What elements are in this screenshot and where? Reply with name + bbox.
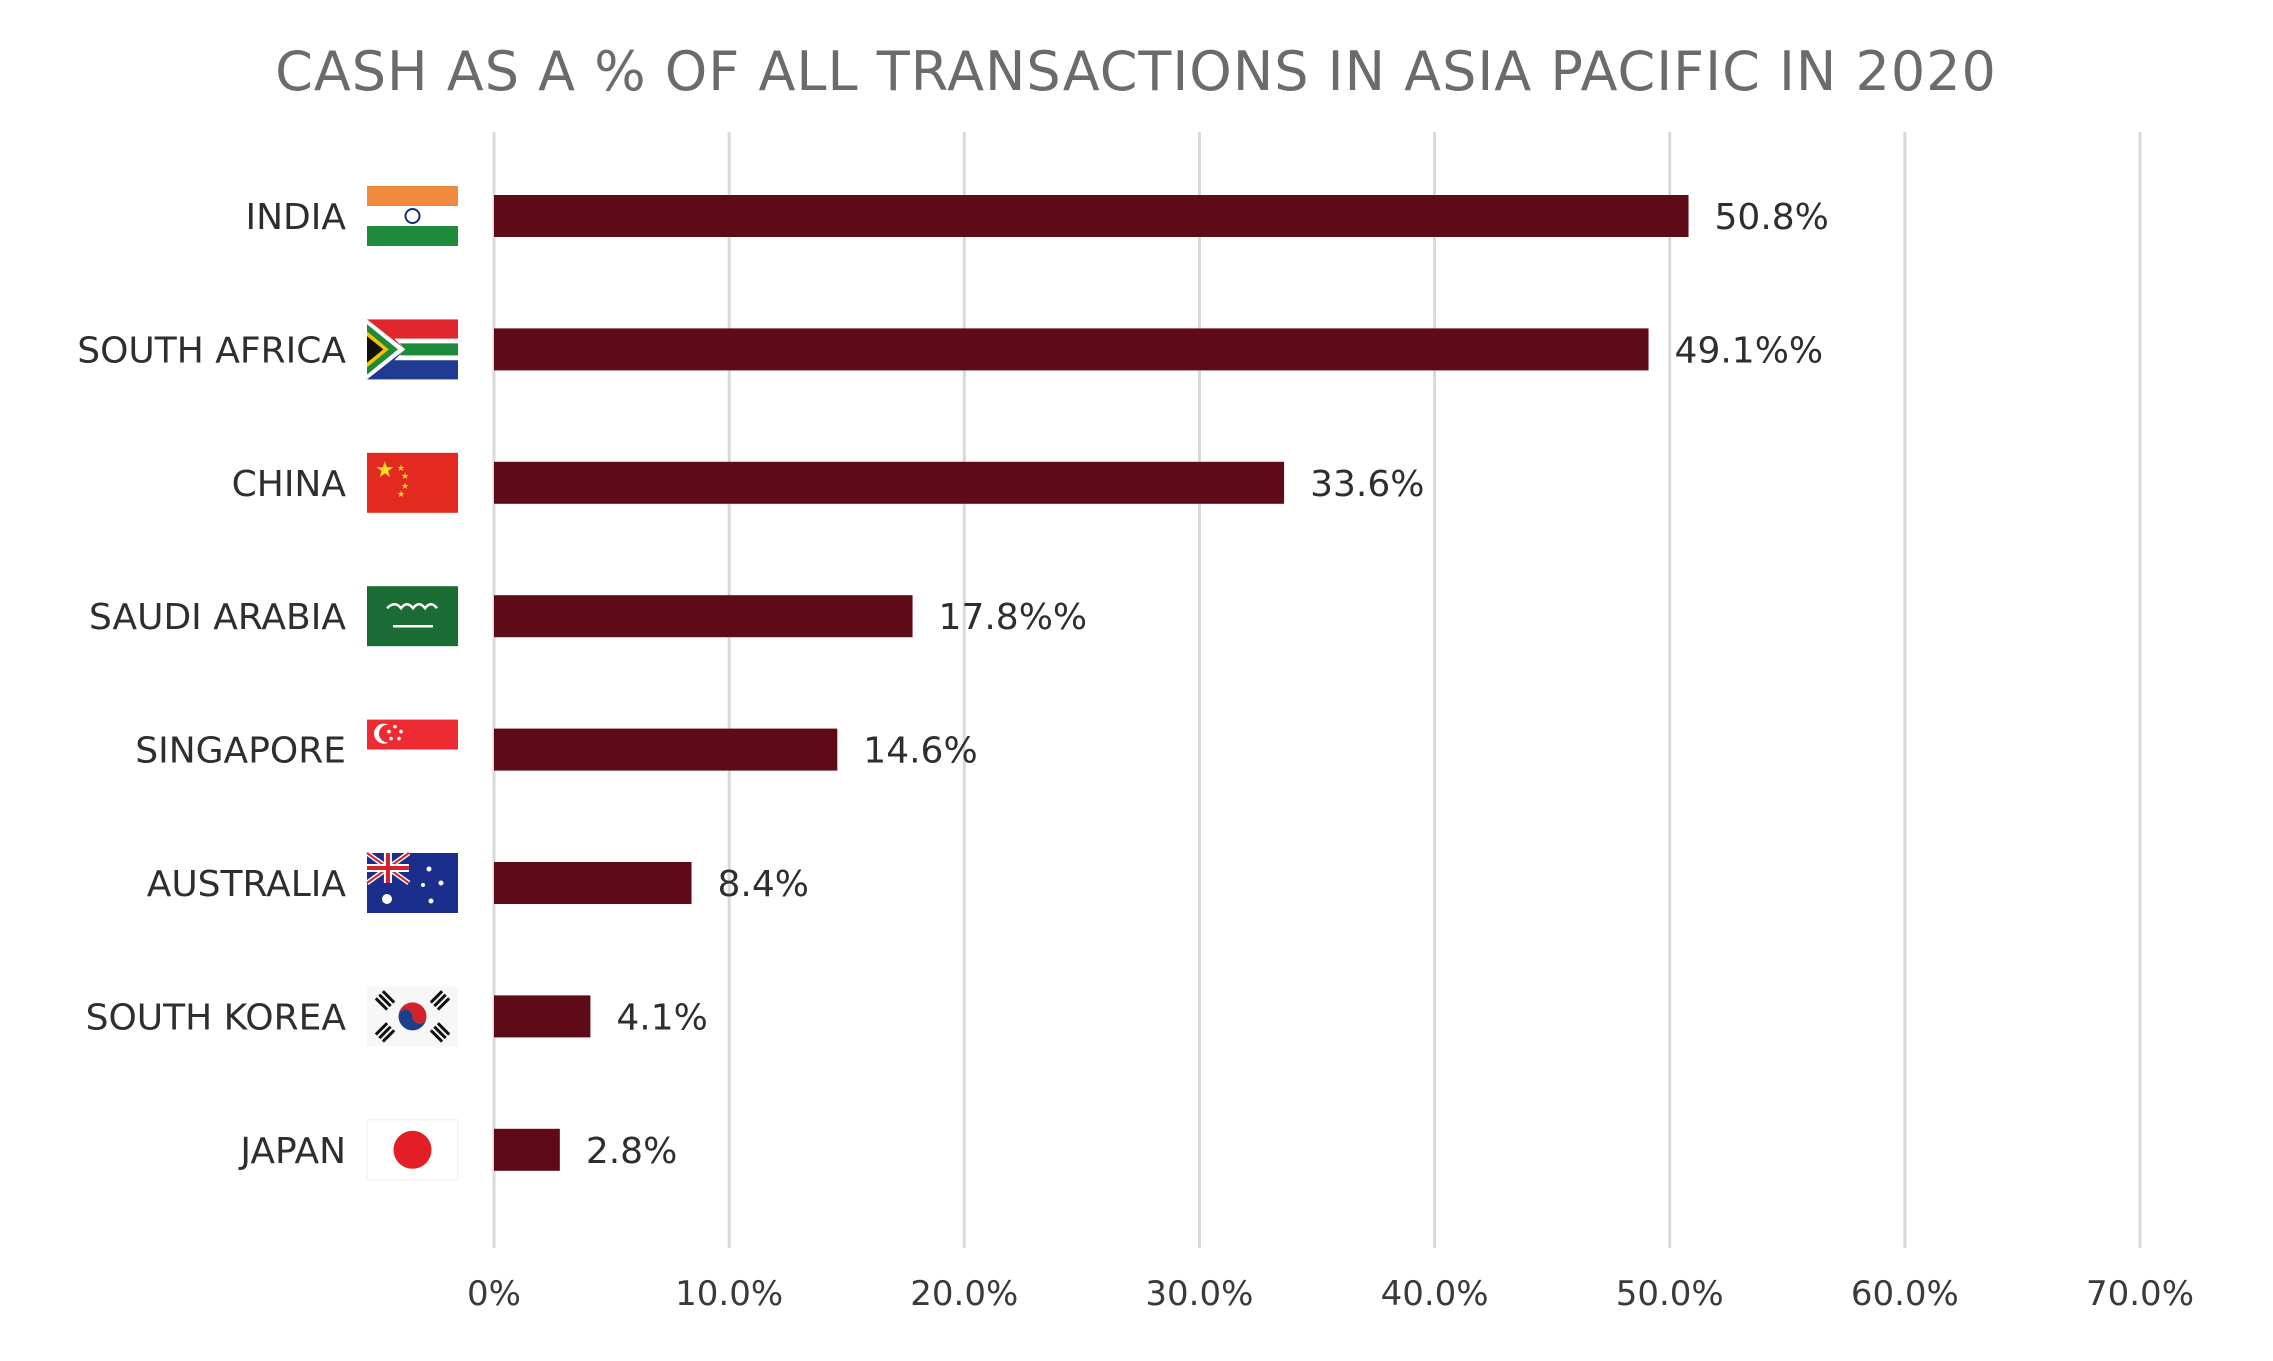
- japan-flag-icon: [366, 1119, 459, 1181]
- category-label-japan: JAPAN: [238, 1131, 346, 1172]
- x-tick-label: 70.0%: [2086, 1274, 2194, 1314]
- flags: ★ ★★★★: [365, 186, 459, 1181]
- value-label-china: 33.6%: [1310, 464, 1424, 505]
- svg-text:★: ★: [401, 472, 409, 482]
- x-axis-ticks: 0% 10.0% 20.0% 30.0% 40.0% 50.0% 60.0% 70.0%: [467, 1274, 2194, 1314]
- x-tick-label: 30.0%: [1145, 1274, 1253, 1314]
- bar-australia: [494, 862, 692, 904]
- bar-south-korea: [494, 995, 591, 1038]
- value-label-australia: 8.4%: [718, 864, 809, 905]
- south-africa-flag-icon: [367, 319, 458, 380]
- india-flag-icon: [367, 186, 458, 246]
- australia-flag-icon: [365, 850, 458, 913]
- value-label-south-korea: 4.1%: [616, 997, 707, 1038]
- category-label-china: CHINA: [232, 464, 347, 505]
- category-label-south-africa: SOUTH AFRICA: [77, 330, 346, 371]
- grid-lines: [492, 132, 2142, 1248]
- bar-singapore: [494, 728, 838, 771]
- chart-title: CASH AS A % OF ALL TRANSACTIONS IN ASIA …: [275, 40, 1997, 103]
- value-label-japan: 2.8%: [586, 1131, 677, 1172]
- category-label-australia: AUSTRALIA: [147, 864, 347, 905]
- value-label-saudi-arabia: 17.8%%: [939, 597, 1088, 638]
- category-label-saudi-arabia: SAUDI ARABIA: [89, 597, 346, 638]
- x-tick-label: 0%: [467, 1274, 521, 1314]
- bar-south-africa: [494, 328, 1649, 371]
- bar-saudi-arabia: [494, 595, 913, 638]
- value-labels: 50.8% 49.1%% 33.6% 17.8%% 14.6% 8.4% 4.1% 2.8%: [586, 197, 1829, 1172]
- china-flag-icon: ★ ★★★★: [367, 452, 458, 513]
- bar-japan: [494, 1128, 560, 1171]
- x-tick-label: 60.0%: [1851, 1274, 1959, 1314]
- saudi-arabia-flag-icon: [367, 586, 458, 647]
- value-label-india: 50.8%: [1715, 197, 1829, 238]
- svg-text:★: ★: [397, 464, 405, 474]
- singapore-flag-icon: [367, 719, 458, 780]
- category-label-south-korea: SOUTH KOREA: [86, 997, 347, 1038]
- x-tick-label: 40.0%: [1381, 1274, 1489, 1314]
- south-korea-flag-icon: [367, 986, 458, 1047]
- bar-india: [494, 195, 1689, 237]
- category-labels: INDIA SOUTH AFRICA CHINA SAUDI ARABIA SINGAP…: [77, 197, 346, 1172]
- category-label-singapore: SINGAPORE: [135, 731, 346, 772]
- x-tick-label: 50.0%: [1616, 1274, 1724, 1314]
- svg-text:★: ★: [375, 458, 395, 483]
- bars: [494, 195, 1689, 1171]
- value-label-south-africa: 49.1%%: [1675, 330, 1824, 371]
- svg-text:★: ★: [401, 482, 409, 492]
- bar-china: [494, 461, 1285, 504]
- category-label-india: INDIA: [245, 197, 346, 238]
- x-tick-label: 10.0%: [675, 1274, 783, 1314]
- svg-text:★: ★: [397, 490, 405, 500]
- value-label-singapore: 14.6%: [863, 731, 977, 772]
- x-tick-label: 20.0%: [910, 1274, 1018, 1314]
